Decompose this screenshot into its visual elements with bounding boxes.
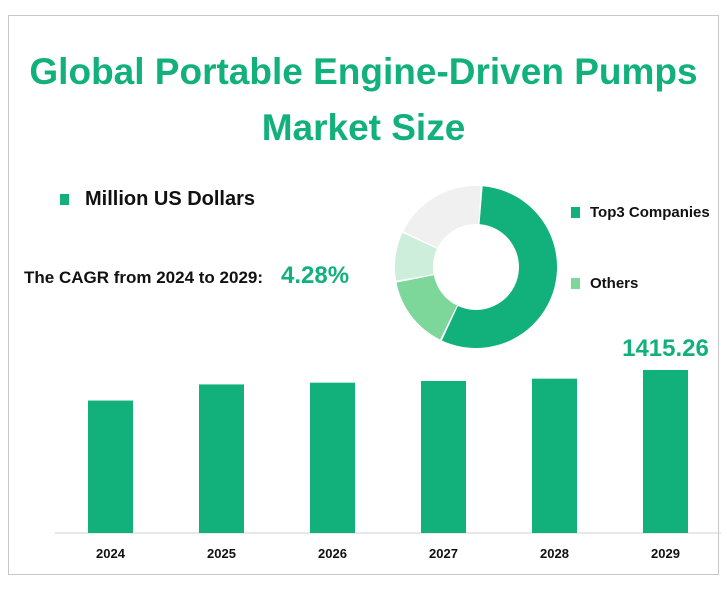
- donut-slice-3: [403, 186, 481, 248]
- x-tick-label-2025: 2025: [207, 546, 236, 561]
- pie-legend-item-top3: Top3 Companies: [571, 204, 710, 221]
- x-tick-label-2026: 2026: [318, 546, 347, 561]
- cagr-value: 4.28%: [281, 262, 350, 289]
- x-tick-label-2028: 2028: [540, 546, 569, 561]
- chart-title: Global Portable Engine-Driven Pumps Mark…: [0, 44, 727, 156]
- title-line-1: Global Portable Engine-Driven Pumps: [29, 51, 698, 92]
- x-tick-label-2024: 2024: [96, 546, 126, 561]
- x-tick-label-2027: 2027: [429, 546, 458, 561]
- bar-2026: [310, 382, 355, 533]
- cagr-label: The CAGR from 2024 to 2029:: [24, 268, 264, 287]
- bar-2029: [643, 370, 688, 533]
- donut-slice-2: [395, 232, 437, 281]
- bar-2028: [532, 378, 577, 533]
- title-line-2: Market Size: [261, 107, 466, 148]
- donut-slice-1: [396, 275, 457, 340]
- unit-legend: Million US Dollars: [60, 188, 255, 211]
- share-donut-chart: [395, 186, 557, 348]
- unit-legend-label: Million US Dollars: [85, 188, 256, 210]
- bar-2024: [88, 400, 133, 533]
- pie-legend-swatch-others: [571, 278, 580, 289]
- bar-2027: [421, 380, 466, 533]
- pie-legend-swatch-top3: [571, 207, 580, 218]
- cagr-info: The CAGR from 2024 to 2029: 4.28%: [24, 262, 349, 290]
- x-tick-label-2029: 2029: [651, 546, 680, 561]
- data-label-2029: 1415.26: [622, 335, 709, 362]
- donut-slice-0: [441, 186, 557, 348]
- chart-frame: [8, 15, 719, 575]
- pie-legend-item-others: Others: [571, 275, 638, 292]
- bar-2025: [199, 384, 244, 533]
- pie-legend-label-others: Others: [590, 275, 639, 292]
- pie-legend-label-top3: Top3 Companies: [590, 204, 710, 221]
- unit-legend-swatch: [60, 194, 69, 205]
